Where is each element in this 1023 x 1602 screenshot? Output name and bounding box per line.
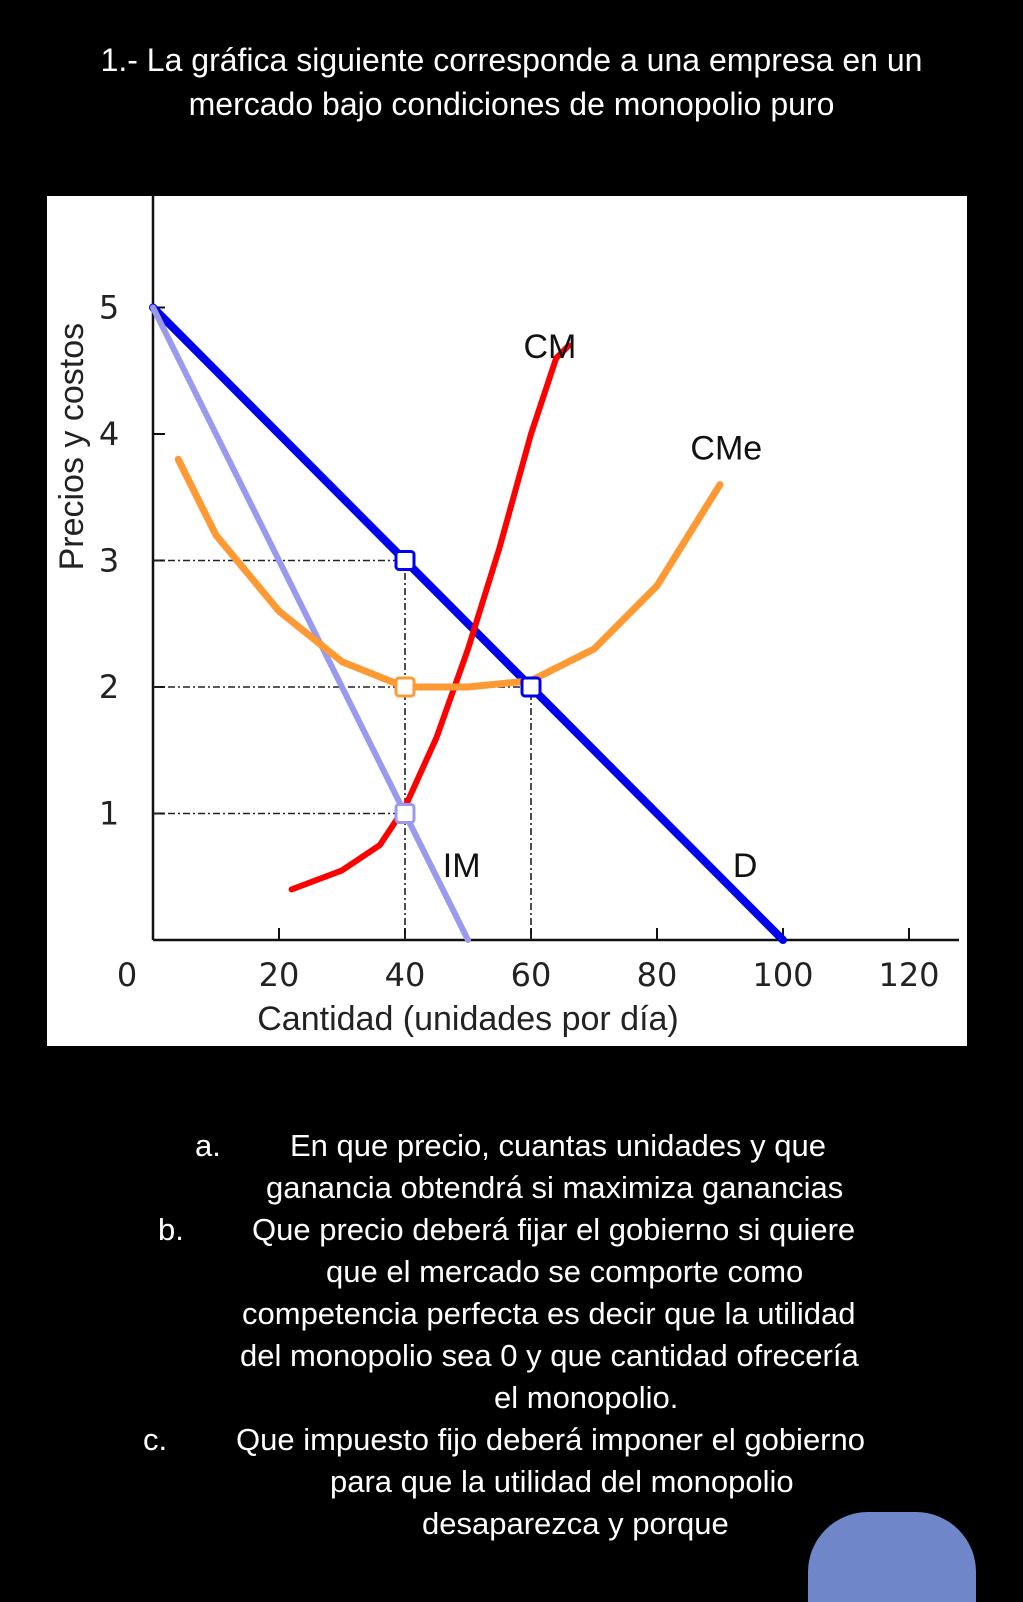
- x-tick-label-40: 40: [385, 956, 426, 994]
- y-tick-label-4: 4: [99, 415, 119, 453]
- question-b-line-3: competencia perfecta es decir que la uti…: [242, 1296, 856, 1331]
- x-tick-label-60: 60: [511, 956, 552, 994]
- x-tick-label-80: 80: [637, 956, 678, 994]
- monopoly-chart: 1 2 3 4 5 0 20 40 60 80 100 120 Cantidad (unidades p…: [53, 196, 959, 1038]
- question-b-line-1: Que precio deberá fijar el gobierno si q…: [252, 1212, 856, 1247]
- x-tick-label-0: 0: [117, 956, 137, 994]
- series-cm-line: [288, 342, 572, 893]
- question-c-letter: c.: [143, 1422, 168, 1457]
- label-cme: CMe: [690, 429, 762, 467]
- question-c-line-1: Que impuesto fijo deberá imponer el gobi…: [236, 1422, 865, 1457]
- series-cme-line: [174, 455, 724, 691]
- point-marker-1: [394, 676, 416, 698]
- y-tick-label-3: 3: [99, 542, 119, 580]
- title-line-2: mercado bajo condiciones de monopolio pu…: [188, 86, 835, 122]
- title-line-1: 1.- La gráfica siguiente corresponde a u…: [100, 42, 923, 78]
- x-tick-label-120: 120: [878, 956, 939, 994]
- label-d: D: [733, 847, 758, 885]
- x-tick-label-100: 100: [752, 956, 813, 994]
- y-axis-title: Precios y costos: [53, 323, 91, 571]
- y-tick-label-2: 2: [99, 668, 119, 706]
- label-cm: CM: [523, 328, 576, 366]
- question-c-line-3: desaparezca y porque: [422, 1506, 729, 1541]
- question-a-letter: a.: [195, 1128, 221, 1163]
- point-marker-2: [394, 803, 416, 824]
- decorative-shape: [808, 1512, 976, 1602]
- y-tick-label-1: 1: [99, 795, 119, 833]
- point-marker-0: [394, 550, 416, 571]
- question-a-line-1: En que precio, cuantas unidades y que: [290, 1128, 826, 1163]
- question-a-line-2: ganancia obtendrá si maximiza ganancias: [266, 1170, 844, 1205]
- question-b-letter: b.: [158, 1212, 184, 1247]
- chart-panel: 1 2 3 4 5 0 20 40 60 80 100 120 Cantidad (unidades p…: [47, 196, 967, 1046]
- x-axis-title: Cantidad (unidades por día): [257, 1000, 679, 1038]
- series-d-line: [149, 303, 787, 944]
- series-im-line: [150, 304, 471, 943]
- y-tick-label-5: 5: [99, 289, 119, 327]
- exercise-title: 1.- La gráfica siguiente corresponde a u…: [0, 38, 1023, 126]
- question-b-line-2: que el mercado se comporte como: [326, 1254, 804, 1289]
- label-im: IM: [443, 847, 481, 885]
- question-b-line-5: el monopolio.: [494, 1380, 679, 1415]
- x-tick-label-20: 20: [259, 956, 300, 994]
- point-marker-3: [520, 676, 542, 698]
- question-b-line-4: del monopolio sea 0 y que cantidad ofrec…: [240, 1338, 859, 1373]
- question-c-line-2: para que la utilidad del monopolio: [330, 1464, 794, 1499]
